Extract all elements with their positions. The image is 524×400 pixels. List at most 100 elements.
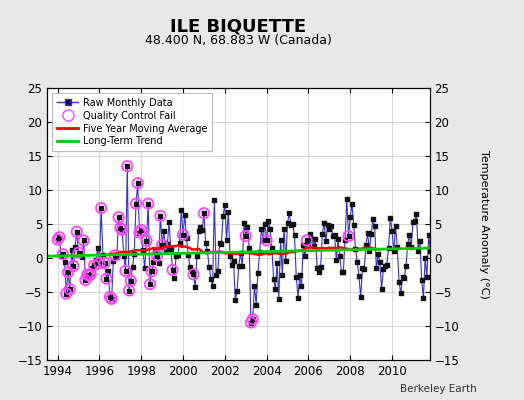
- Point: [69, 263, 78, 269]
- Point: [146, 281, 154, 288]
- Point: [360, 266, 368, 272]
- Point: [210, 197, 219, 203]
- Point: [81, 277, 90, 283]
- Point: [402, 263, 410, 269]
- Point: [106, 294, 114, 300]
- Point: [102, 276, 111, 282]
- Point: [99, 252, 107, 258]
- Point: [242, 233, 250, 239]
- Point: [248, 316, 257, 322]
- Point: [78, 254, 86, 260]
- Point: [160, 228, 168, 235]
- Point: [323, 222, 332, 228]
- Point: [125, 287, 133, 294]
- Point: [212, 272, 220, 278]
- Point: [86, 271, 95, 278]
- Point: [386, 214, 395, 221]
- Point: [346, 214, 354, 220]
- Point: [227, 262, 236, 269]
- Point: [90, 262, 99, 268]
- Point: [114, 214, 123, 220]
- Point: [264, 218, 272, 224]
- Point: [221, 202, 229, 208]
- Point: [320, 220, 329, 226]
- Point: [123, 163, 132, 170]
- Point: [235, 263, 243, 269]
- Point: [337, 269, 346, 276]
- Point: [332, 257, 341, 264]
- Point: [301, 253, 309, 260]
- Point: [118, 227, 126, 233]
- Point: [302, 237, 311, 244]
- Point: [80, 237, 88, 244]
- Point: [193, 253, 201, 259]
- Point: [393, 244, 401, 250]
- Point: [219, 213, 227, 219]
- Point: [158, 242, 166, 248]
- Point: [144, 200, 152, 207]
- Point: [257, 226, 266, 232]
- Point: [308, 236, 316, 242]
- Point: [369, 216, 377, 222]
- Point: [101, 260, 109, 266]
- Point: [316, 263, 325, 270]
- Point: [118, 227, 126, 233]
- Point: [139, 247, 147, 254]
- Point: [182, 235, 191, 242]
- Point: [318, 231, 326, 237]
- Point: [191, 284, 200, 290]
- Point: [66, 286, 74, 292]
- Point: [383, 262, 391, 268]
- Point: [142, 238, 150, 244]
- Point: [418, 277, 426, 284]
- Point: [254, 269, 262, 276]
- Point: [73, 228, 81, 235]
- Point: [226, 252, 234, 259]
- Point: [92, 257, 100, 264]
- Point: [140, 265, 149, 271]
- Point: [367, 231, 375, 237]
- Point: [391, 222, 400, 229]
- Point: [285, 210, 293, 216]
- Point: [252, 301, 260, 308]
- Point: [419, 295, 428, 302]
- Point: [155, 260, 163, 266]
- Point: [263, 237, 271, 244]
- Point: [269, 276, 278, 282]
- Point: [163, 241, 171, 248]
- Point: [217, 240, 225, 247]
- Point: [224, 209, 233, 215]
- Point: [186, 264, 194, 270]
- Point: [313, 265, 321, 271]
- Point: [134, 180, 142, 186]
- Point: [222, 236, 231, 243]
- Point: [69, 263, 78, 269]
- Point: [315, 269, 323, 275]
- Point: [125, 287, 133, 294]
- Point: [230, 258, 238, 264]
- Point: [202, 240, 210, 246]
- Point: [104, 268, 112, 274]
- Point: [294, 294, 302, 301]
- Point: [423, 274, 431, 280]
- Point: [90, 262, 99, 268]
- Point: [330, 232, 339, 238]
- Point: [351, 245, 359, 252]
- Point: [167, 246, 175, 252]
- Point: [55, 234, 63, 240]
- Point: [329, 233, 337, 240]
- Point: [189, 271, 198, 278]
- Point: [189, 271, 198, 278]
- Point: [302, 237, 311, 244]
- Point: [348, 201, 356, 208]
- Point: [93, 244, 102, 251]
- Point: [410, 218, 419, 224]
- Point: [200, 210, 208, 216]
- Point: [376, 259, 384, 266]
- Point: [101, 260, 109, 266]
- Point: [263, 237, 271, 244]
- Point: [203, 248, 212, 254]
- Point: [83, 271, 91, 278]
- Point: [407, 244, 416, 250]
- Point: [325, 225, 334, 232]
